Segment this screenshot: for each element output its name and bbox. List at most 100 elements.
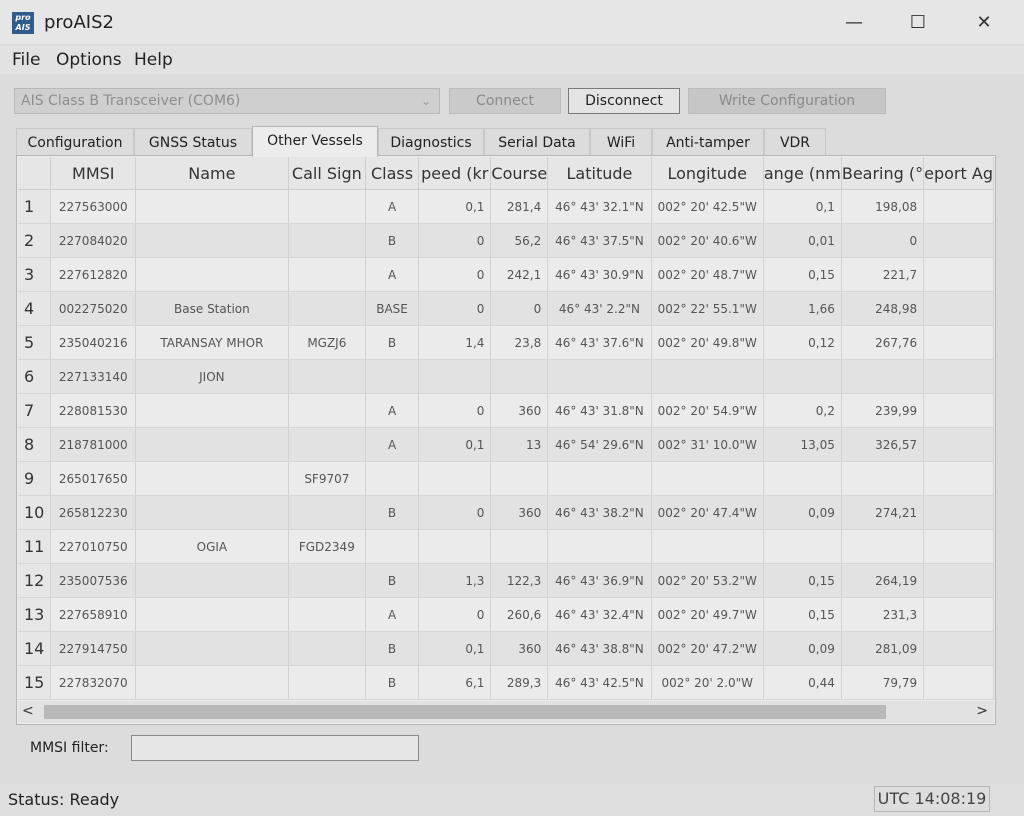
maximize-button[interactable]: ☐ [909, 11, 927, 33]
cell-name[interactable] [135, 495, 289, 530]
cell-mmsi[interactable]: 227612820 [50, 257, 137, 292]
cell-class[interactable]: A [365, 189, 419, 224]
row-number[interactable]: 2 [18, 223, 52, 258]
cell-bearing[interactable]: 0 [841, 223, 925, 258]
row-number[interactable]: 10 [18, 495, 52, 530]
cell-mmsi[interactable]: 218781000 [50, 427, 137, 462]
cell-latitude[interactable] [547, 461, 652, 496]
table-row[interactable]: 5 235040216 TARANSAY MHOR MGZJ6 B 1,4 23,8 46° … [18, 325, 994, 360]
close-button[interactable]: ✕ [976, 11, 992, 33]
cell-speed[interactable] [418, 461, 492, 496]
cell-name[interactable] [135, 563, 289, 598]
cell-class[interactable]: A [365, 257, 419, 292]
cell-latitude[interactable]: 46° 43' 31.8"N [547, 393, 652, 428]
cell-report-age[interactable] [923, 529, 994, 564]
cell-name[interactable] [135, 189, 289, 224]
cell-latitude[interactable]: 46° 43' 38.8"N [547, 631, 652, 666]
cell-speed[interactable]: 0,1 [418, 427, 492, 462]
table-row[interactable]: 1 227563000 A 0,1 281,4 46° 43' 32.1"N 002° 20… [18, 189, 994, 224]
cell-range[interactable]: 0,44 [763, 665, 842, 700]
cell-mmsi[interactable]: 235007536 [50, 563, 137, 598]
cell-course[interactable]: 360 [490, 393, 549, 428]
row-number[interactable]: 9 [18, 461, 52, 496]
row-number[interactable]: 15 [18, 665, 52, 700]
column-header-range[interactable]: ange (nm [763, 157, 842, 190]
cell-class[interactable]: B [365, 563, 419, 598]
tab-serial-data[interactable]: Serial Data [484, 128, 590, 156]
cell-call-sign[interactable] [288, 563, 367, 598]
cell-speed[interactable] [418, 529, 492, 564]
cell-mmsi[interactable]: 002275020 [50, 291, 137, 326]
cell-course[interactable]: 289,3 [490, 665, 549, 700]
cell-name[interactable] [135, 597, 289, 632]
cell-longitude[interactable]: 002° 20' 48.7"W [651, 257, 764, 292]
cell-longitude[interactable]: 002° 20' 40.6"W [651, 223, 764, 258]
column-header-class[interactable]: Class [365, 157, 419, 190]
cell-range[interactable]: 0,15 [763, 257, 842, 292]
table-row[interactable]: 11 227010750 OGIA FGD2349 [18, 529, 994, 564]
menu-file[interactable]: File [12, 50, 41, 70]
cell-report-age[interactable] [923, 325, 994, 360]
cell-range[interactable]: 0,15 [763, 597, 842, 632]
cell-call-sign[interactable] [288, 631, 367, 666]
cell-report-age[interactable] [923, 291, 994, 326]
cell-report-age[interactable] [923, 393, 994, 428]
cell-speed[interactable]: 0,1 [418, 189, 492, 224]
cell-class[interactable]: B [365, 631, 419, 666]
cell-bearing[interactable]: 326,57 [841, 427, 925, 462]
cell-longitude[interactable] [651, 359, 764, 394]
cell-bearing[interactable] [841, 359, 925, 394]
cell-latitude[interactable]: 46° 43' 37.6"N [547, 325, 652, 360]
device-select[interactable]: AIS Class B Transceiver (COM6) ⌄ [14, 88, 440, 114]
table-row[interactable]: 7 228081530 A 0 360 46° 43' 31.8"N 002° 20' 54… [18, 393, 994, 428]
cell-mmsi[interactable]: 227084020 [50, 223, 137, 258]
vessels-table-viewport[interactable]: MMSI Name Call Sign Class peed (kr Cours… [18, 157, 994, 700]
cell-course[interactable] [490, 461, 549, 496]
cell-class[interactable] [365, 359, 419, 394]
cell-speed[interactable]: 6,1 [418, 665, 492, 700]
table-row[interactable]: 4 002275020 Base Station BASE 0 0 46° 43' 2.2"… [18, 291, 994, 326]
cell-bearing[interactable]: 221,7 [841, 257, 925, 292]
cell-speed[interactable]: 0 [418, 495, 492, 530]
cell-latitude[interactable]: 46° 43' 32.1"N [547, 189, 652, 224]
table-row[interactable]: 3 227612820 A 0 242,1 46° 43' 30.9"N 002° 20' … [18, 257, 994, 292]
cell-latitude[interactable]: 46° 43' 30.9"N [547, 257, 652, 292]
mmsi-filter-input[interactable] [131, 735, 419, 761]
cell-name[interactable]: JION [135, 359, 289, 394]
cell-name[interactable] [135, 393, 289, 428]
cell-report-age[interactable] [923, 563, 994, 598]
cell-mmsi[interactable]: 227133140 [50, 359, 137, 394]
cell-latitude[interactable]: 46° 43' 42.5"N [547, 665, 652, 700]
cell-bearing[interactable]: 79,79 [841, 665, 925, 700]
cell-longitude[interactable]: 002° 20' 49.7"W [651, 597, 764, 632]
cell-course[interactable] [490, 359, 549, 394]
cell-range[interactable]: 0,15 [763, 563, 842, 598]
cell-latitude[interactable]: 46° 54' 29.6"N [547, 427, 652, 462]
cell-latitude[interactable]: 46° 43' 2.2"N [547, 291, 652, 326]
menu-help[interactable]: Help [134, 50, 173, 70]
cell-call-sign[interactable] [288, 223, 367, 258]
column-header-speed[interactable]: peed (kr [418, 157, 492, 190]
cell-call-sign[interactable] [288, 291, 367, 326]
cell-range[interactable] [763, 359, 842, 394]
cell-speed[interactable]: 0 [418, 223, 492, 258]
column-header-bearing[interactable]: Bearing (° [841, 157, 925, 190]
cell-class[interactable]: B [365, 495, 419, 530]
scrollbar-thumb[interactable] [44, 705, 886, 719]
cell-course[interactable]: 360 [490, 631, 549, 666]
cell-mmsi[interactable]: 227914750 [50, 631, 137, 666]
cell-course[interactable]: 23,8 [490, 325, 549, 360]
cell-mmsi[interactable]: 235040216 [50, 325, 137, 360]
cell-latitude[interactable]: 46° 43' 32.4"N [547, 597, 652, 632]
cell-report-age[interactable] [923, 359, 994, 394]
table-row[interactable]: 13 227658910 A 0 260,6 46° 43' 32.4"N 002° 20'… [18, 597, 994, 632]
cell-bearing[interactable]: 264,19 [841, 563, 925, 598]
tab-wifi[interactable]: WiFi [590, 128, 652, 156]
cell-name[interactable]: Base Station [135, 291, 289, 326]
cell-call-sign[interactable]: MGZJ6 [288, 325, 367, 360]
cell-call-sign[interactable] [288, 189, 367, 224]
table-row[interactable]: 6 227133140 JION [18, 359, 994, 394]
cell-course[interactable]: 0 [490, 291, 549, 326]
cell-name[interactable] [135, 257, 289, 292]
cell-range[interactable]: 1,66 [763, 291, 842, 326]
